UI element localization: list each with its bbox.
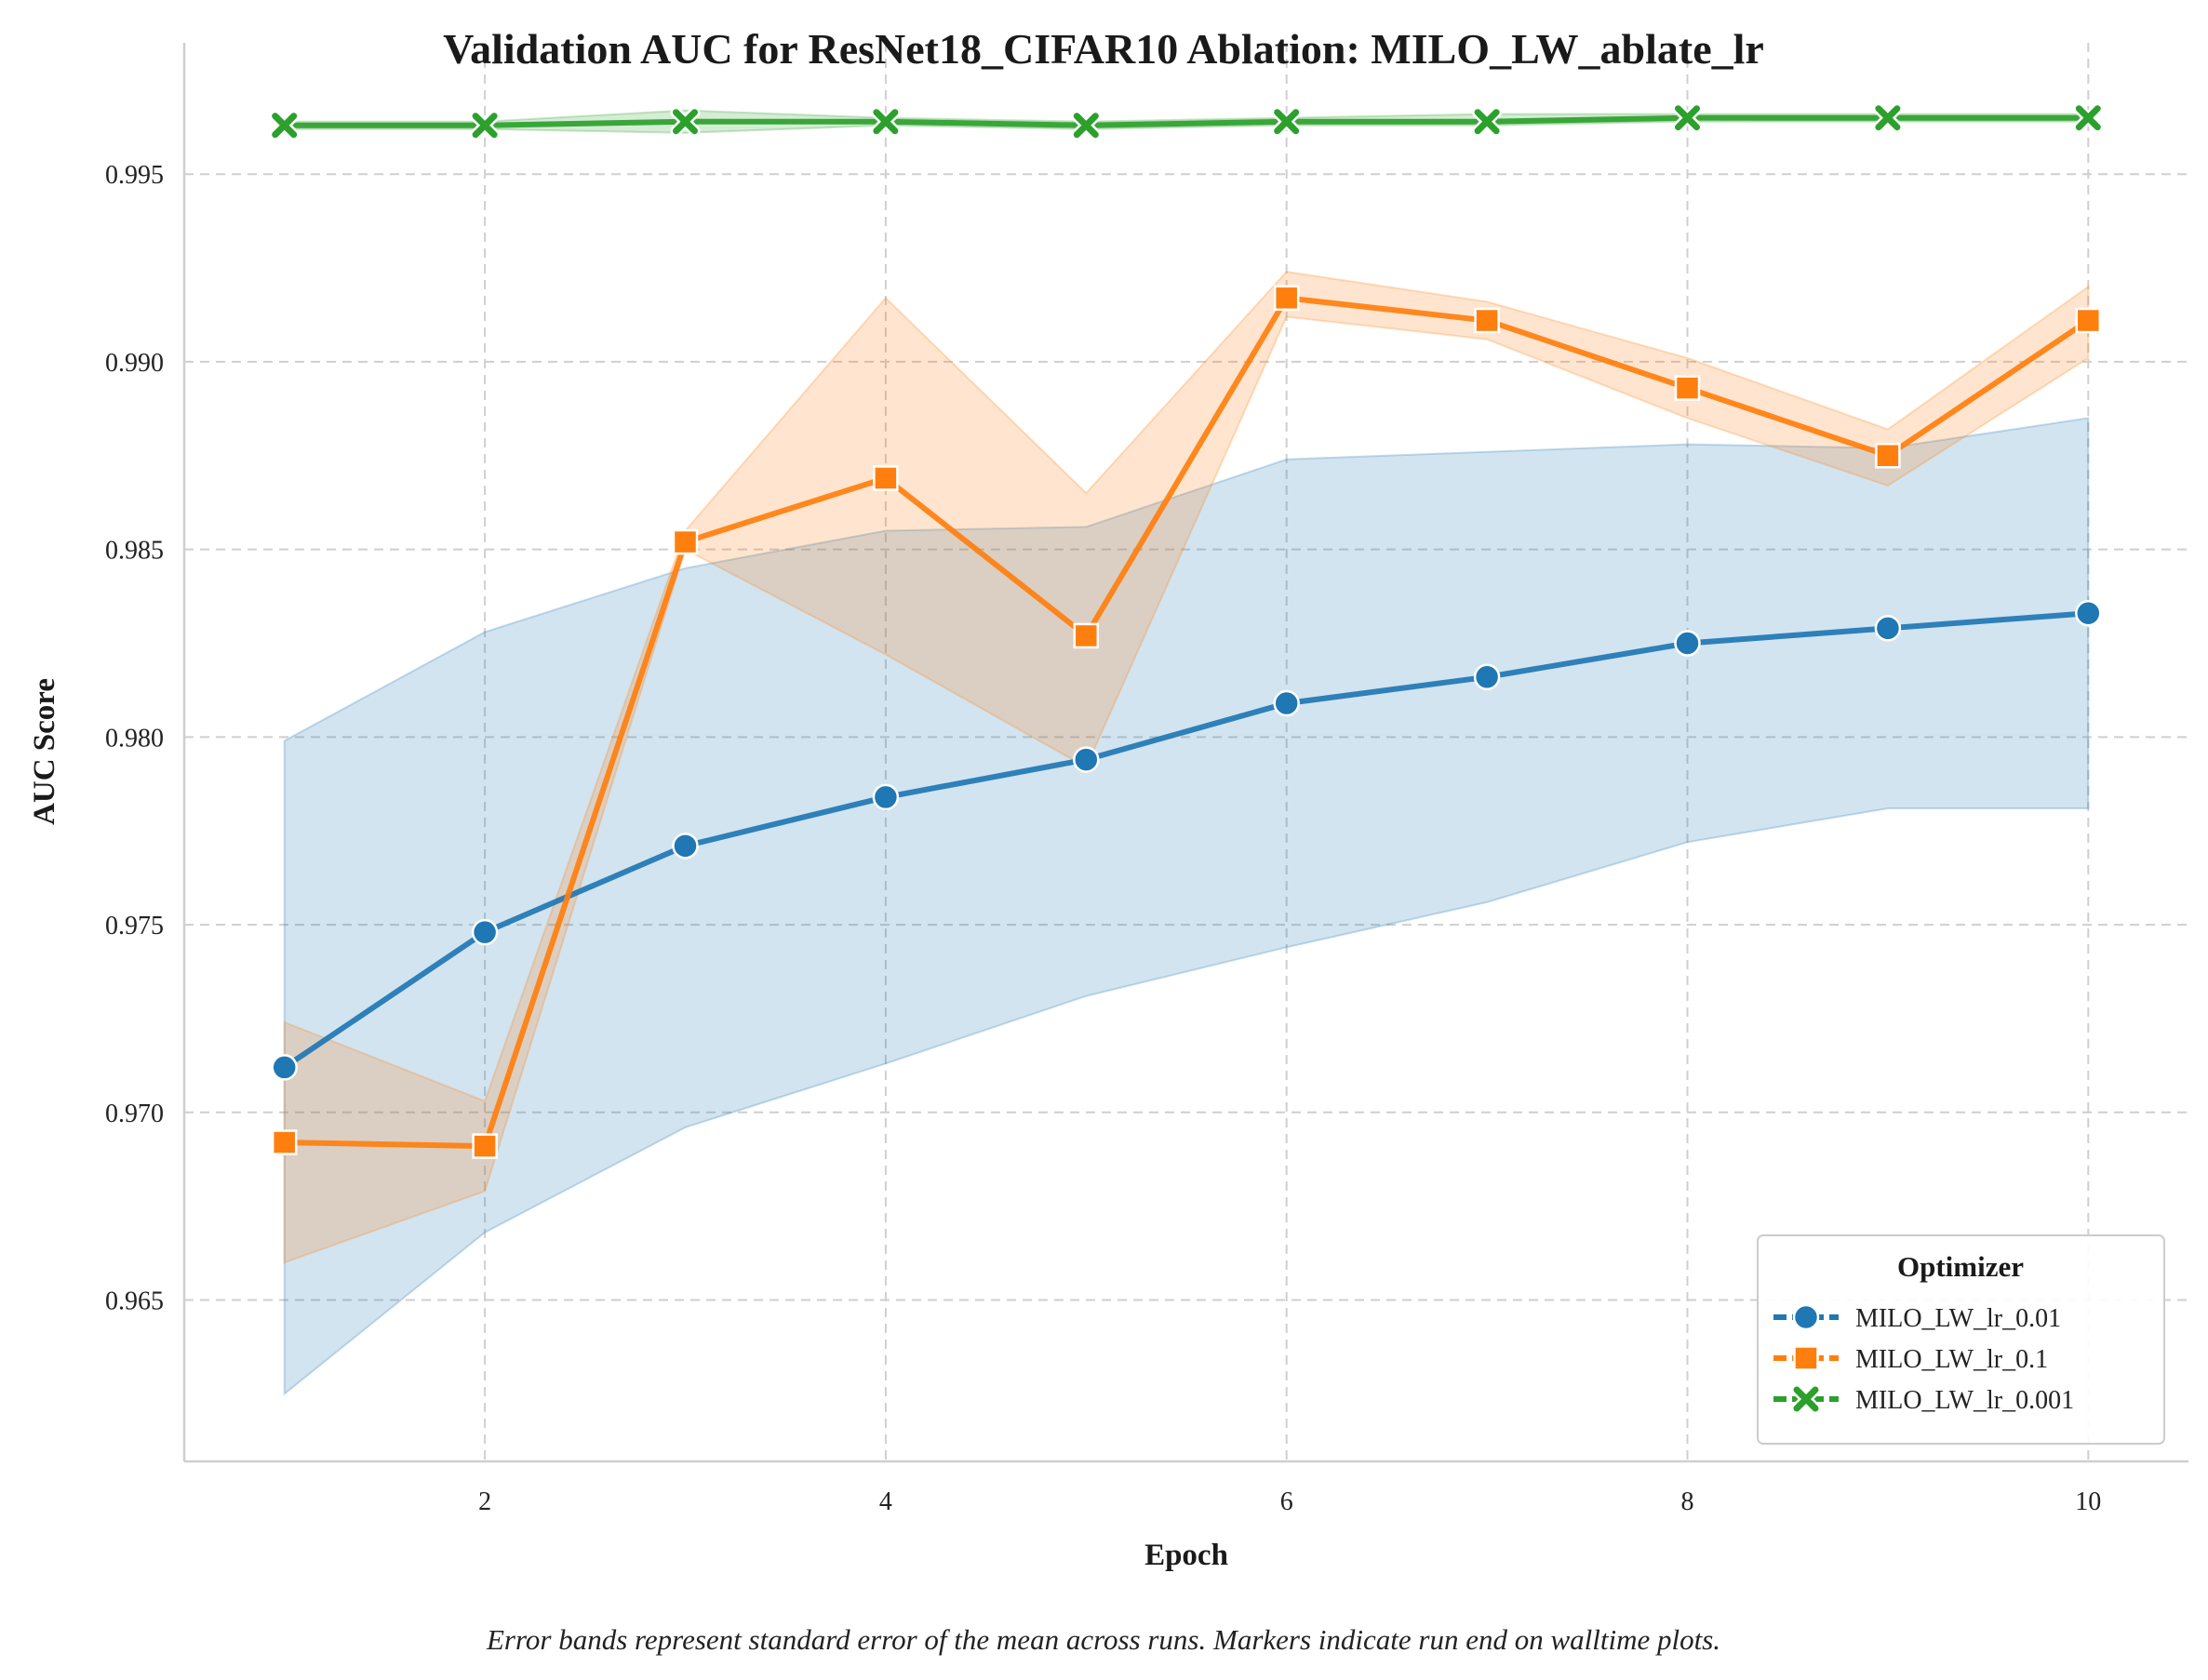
data-point-milo-lw-lr-0-1 xyxy=(1073,622,1100,649)
data-point-milo-lw-lr-0-001 xyxy=(269,110,300,140)
x-tick-label: 4 xyxy=(879,1487,892,1516)
data-point-milo-lw-lr-0-01 xyxy=(1874,615,1902,642)
data-point-milo-lw-lr-0-1 xyxy=(1273,285,1300,312)
data-point-milo-lw-lr-0-01 xyxy=(1073,746,1100,773)
data-point-milo-lw-lr-0-001-stroke xyxy=(472,113,498,139)
data-point-milo-lw-lr-0-001-stroke xyxy=(1675,105,1700,131)
x-axis-label: Epoch xyxy=(1144,1539,1228,1572)
legend-entries: MILO_LW_lr_0.01 MILO_LW_lr_0.1 MILO_LW_lr_… xyxy=(1773,1303,2074,1415)
y-tick-label: 0.970 xyxy=(105,1100,164,1128)
y-tick-label: 0.990 xyxy=(105,349,164,378)
legend-swatch-marker-stroke xyxy=(1793,1386,1819,1412)
legend-box xyxy=(1757,1234,2165,1445)
y-tick-label: 0.975 xyxy=(105,912,164,940)
data-point-milo-lw-lr-0-001-stroke xyxy=(1274,109,1300,135)
legend-title: Optimizer xyxy=(1897,1250,2024,1283)
data-point-milo-lw-lr-0-1 xyxy=(1674,375,1701,401)
y-axis-label: AUC Score xyxy=(28,678,61,825)
tick-labels: 2 4 6 8 10 0.965 0.970 0.975 0.980 0.985 0.990 0.99… xyxy=(105,161,2101,1516)
legend-swatch-marker xyxy=(1791,1384,1821,1414)
x-tick-label: 10 xyxy=(2075,1487,2101,1516)
grid-lines xyxy=(184,43,2188,1461)
data-point-milo-lw-lr-0-01 xyxy=(672,833,699,860)
data-point-milo-lw-lr-0-01 xyxy=(2075,599,2102,627)
legend-swatch-marker xyxy=(1792,1303,1820,1331)
legend-label: MILO_LW_lr_0.1 xyxy=(1855,1345,2048,1374)
data-point-milo-lw-lr-0-1 xyxy=(271,1129,298,1155)
data-point-milo-lw-lr-0-1 xyxy=(1875,443,1901,469)
x-tick-label: 8 xyxy=(1681,1487,1694,1516)
data-point-milo-lw-lr-0-001 xyxy=(2073,102,2104,133)
x-tick-label: 6 xyxy=(1280,1487,1293,1516)
legend-entry-milo-lw-lr-0-1: MILO_LW_lr_0.1 xyxy=(1773,1345,2048,1374)
data-point-milo-lw-lr-0-01 xyxy=(471,918,499,946)
error-band-milo-lw-lr-0-1 xyxy=(283,271,2090,1264)
x-tick-label: 2 xyxy=(478,1487,491,1516)
data-point-milo-lw-lr-0-001-stroke xyxy=(1073,113,1099,139)
legend-label: MILO_LW_lr_0.001 xyxy=(1855,1386,2074,1415)
data-point-milo-lw-lr-0-001 xyxy=(1071,110,1102,140)
series-lines xyxy=(281,114,2092,1150)
data-point-milo-lw-lr-0-01 xyxy=(872,783,900,811)
y-tick-label: 0.980 xyxy=(105,724,164,753)
series-line-milo-lw-lr-0-1 xyxy=(281,295,2092,1150)
data-point-milo-lw-lr-0-001 xyxy=(1472,106,1503,137)
data-point-milo-lw-lr-0-001-stroke xyxy=(1474,109,1500,135)
data-point-milo-lw-lr-0-1 xyxy=(873,465,899,491)
series-line-milo-lw-lr-0-01 xyxy=(281,610,2092,1071)
series-markers xyxy=(269,102,2104,1159)
figure-caption: Error bands represent standard error of … xyxy=(486,1623,1720,1656)
y-tick-label: 0.995 xyxy=(105,161,164,190)
data-point-milo-lw-lr-0-001 xyxy=(870,106,901,137)
legend-entry-milo-lw-lr-0-01: MILO_LW_lr_0.01 xyxy=(1773,1303,2061,1333)
data-point-milo-lw-lr-0-1 xyxy=(472,1133,498,1159)
data-point-milo-lw-lr-0-01 xyxy=(1273,689,1300,717)
series-line-milo-lw-lr-0-001 xyxy=(281,114,2092,128)
data-point-milo-lw-lr-0-001 xyxy=(670,106,701,137)
data-point-milo-lw-lr-0-1 xyxy=(1474,307,1500,334)
data-point-milo-lw-lr-0-001 xyxy=(1672,102,1703,133)
data-point-milo-lw-lr-0-001-stroke xyxy=(673,109,698,135)
legend-entry-milo-lw-lr-0-001: MILO_LW_lr_0.001 xyxy=(1773,1384,2074,1415)
data-point-milo-lw-lr-0-001 xyxy=(1872,102,1903,133)
legend-label: MILO_LW_lr_0.01 xyxy=(1855,1304,2061,1333)
data-point-milo-lw-lr-0-001 xyxy=(470,110,501,140)
data-point-milo-lw-lr-0-001-stroke xyxy=(272,113,298,139)
y-tick-label: 0.985 xyxy=(105,537,164,566)
data-point-milo-lw-lr-0-001 xyxy=(1271,106,1302,137)
y-tick-label: 0.965 xyxy=(105,1287,164,1316)
legend: Optimizer MILO_LW_lr_0.01MILO_LW_lr_0.1M… xyxy=(1757,1234,2165,1445)
legend-swatch-marker xyxy=(1793,1345,1819,1371)
data-point-milo-lw-lr-0-1 xyxy=(672,528,699,555)
data-point-milo-lw-lr-0-01 xyxy=(1473,663,1501,691)
data-point-milo-lw-lr-0-01 xyxy=(1674,630,1701,657)
data-point-milo-lw-lr-0-1 xyxy=(2075,307,2102,334)
data-point-milo-lw-lr-0-001-stroke xyxy=(1875,105,1901,131)
chart-title: Validation AUC for ResNet18_CIFAR10 Abla… xyxy=(443,25,1764,73)
data-point-milo-lw-lr-0-01 xyxy=(271,1054,298,1081)
data-point-milo-lw-lr-0-001-stroke xyxy=(873,109,899,135)
data-point-milo-lw-lr-0-001-stroke xyxy=(2075,105,2101,131)
